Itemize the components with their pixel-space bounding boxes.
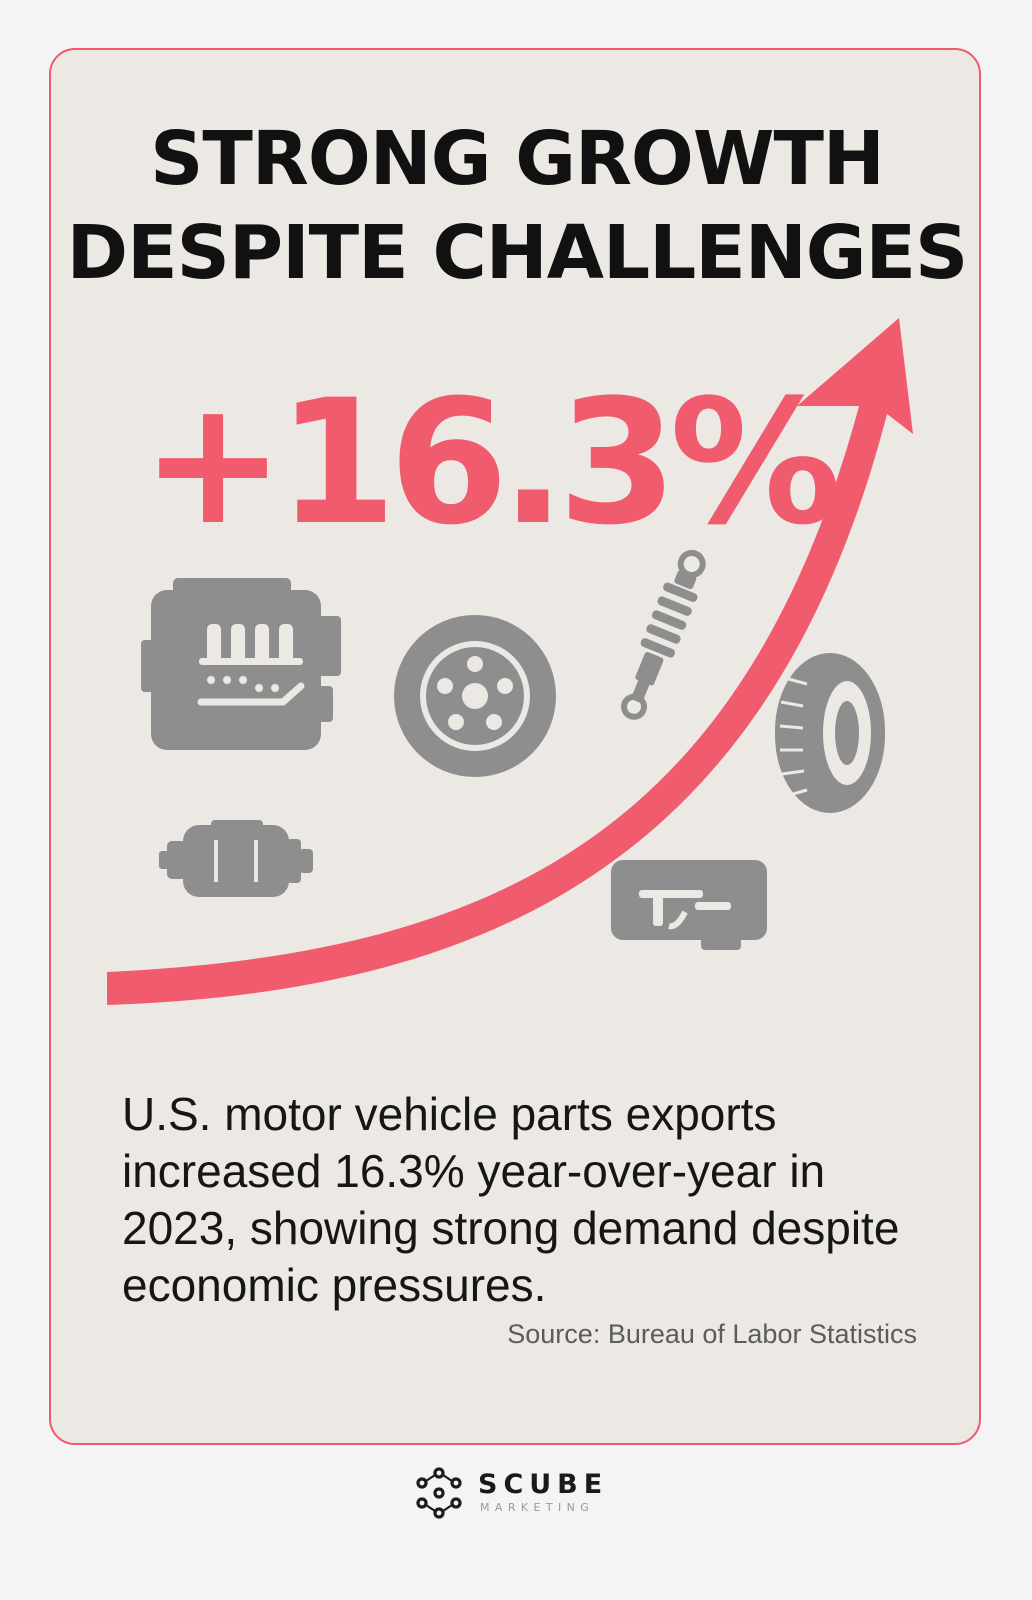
brand-name: SCUBE <box>478 1469 609 1500</box>
headline: STRONG GROWTH DESPITE CHALLENGES <box>51 112 979 300</box>
transmission-icon <box>611 860 767 950</box>
brand-tagline: MARKETING <box>480 1501 595 1514</box>
headline-line-1: STRONG GROWTH <box>150 116 885 202</box>
parts-illustration <box>107 318 913 1005</box>
brand-logo: SCUBE MARKETING <box>412 1466 612 1522</box>
wheel-icon <box>394 615 556 777</box>
tire-icon <box>775 653 885 813</box>
description-text: U.S. motor vehicle parts exports increas… <box>122 1088 900 1311</box>
growth-arrow-icon <box>107 318 913 1005</box>
shock-absorber-icon <box>621 549 706 720</box>
source-citation: Source: Bureau of Labor Statistics <box>507 1319 917 1349</box>
scube-logo-icon <box>416 1467 462 1519</box>
engine-icon <box>141 578 341 750</box>
alternator-icon <box>159 820 313 897</box>
headline-line-2: DESPITE CHALLENGES <box>66 210 969 296</box>
infographic-card: STRONG GROWTH DESPITE CHALLENGES <box>49 48 981 1445</box>
growth-stat: +16.3% <box>141 362 842 563</box>
